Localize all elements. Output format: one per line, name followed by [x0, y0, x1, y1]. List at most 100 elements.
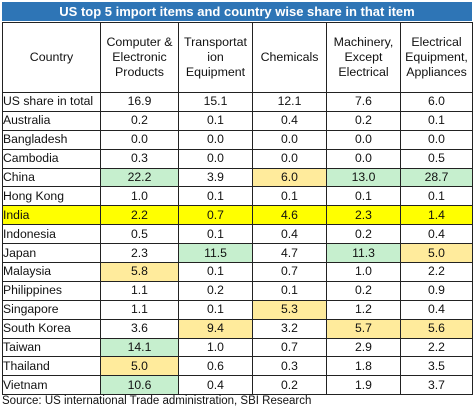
- value-cell: 0.4: [252, 110, 327, 131]
- value-cell: 11.5: [178, 243, 253, 264]
- country-cell: Thailand: [2, 356, 101, 377]
- value-cell: 0.2: [326, 224, 401, 245]
- value-cell: 1.1: [100, 280, 179, 301]
- value-cell: 0.2: [252, 375, 327, 396]
- value-cell: 3.7: [400, 375, 473, 396]
- header-row: Country Computer & Electronic Products Tran…: [2, 22, 473, 93]
- value-cell: 2.2: [400, 337, 473, 358]
- column-header-line: Electrical: [411, 35, 462, 49]
- value-cell: 6.0: [252, 167, 327, 188]
- table-row: Indonesia 0.5 0.1 0.4 0.2 0.4: [2, 224, 473, 245]
- value-cell: 1.4: [400, 205, 473, 226]
- table-row: Japan 2.3 11.5 4.7 11.3 5.0: [2, 243, 473, 264]
- value-cell: 1.1: [100, 299, 179, 320]
- value-cell: 1.0: [100, 186, 179, 207]
- country-cell: India: [2, 205, 101, 226]
- country-cell: Hong Kong: [2, 186, 101, 207]
- value-cell: 5.3: [252, 299, 327, 320]
- value-cell: 3.9: [178, 167, 253, 188]
- country-cell: Philippines: [2, 280, 101, 301]
- value-cell: 0.7: [178, 205, 253, 226]
- value-cell: 12.1: [252, 92, 327, 112]
- import-share-table: Country Computer & Electronic Products Tran…: [2, 22, 473, 396]
- value-cell: 0.4: [400, 299, 473, 320]
- value-cell: 0.2: [178, 280, 253, 301]
- value-cell: 1.8: [326, 356, 401, 377]
- value-cell: 28.7: [400, 167, 473, 188]
- value-cell: 5.0: [100, 356, 179, 377]
- value-cell: 14.1: [100, 337, 179, 358]
- table-row: Malaysia 5.8 0.1 0.7 1.0 2.2: [2, 262, 473, 282]
- table-row: Vietnam 10.6 0.4 0.2 1.9 3.7: [2, 375, 473, 396]
- country-cell: Malaysia: [2, 262, 101, 282]
- table-row: India 2.2 0.7 4.6 2.3 1.4: [2, 205, 473, 226]
- value-cell: 0.1: [178, 224, 253, 245]
- value-cell: 10.6: [100, 375, 179, 396]
- value-cell: 0.1: [178, 186, 253, 207]
- value-cell: 0.4: [400, 224, 473, 245]
- table-row: Cambodia 0.3 0.0 0.0 0.0 0.5: [2, 148, 473, 169]
- value-cell: 5.7: [326, 318, 401, 339]
- value-cell: 0.3: [100, 148, 179, 169]
- value-cell: 9.4: [178, 318, 253, 339]
- table-row: South Korea 3.6 9.4 3.2 5.7 5.6: [2, 318, 473, 339]
- value-cell: 0.1: [252, 186, 327, 207]
- column-header-line: Electrical: [338, 65, 389, 79]
- column-header-line: Equipment,: [405, 50, 468, 64]
- column-header: Computer & Electronic Products: [100, 22, 179, 93]
- value-cell: 5.6: [400, 318, 473, 339]
- column-header-line: Machinery,: [333, 35, 394, 49]
- column-header-line: Chemicals: [260, 50, 319, 64]
- column-header-country: Country: [2, 22, 101, 93]
- table-body: US share in total 16.9 15.1 12.1 7.6 6.0 Austr…: [2, 92, 473, 396]
- country-cell: Singapore: [2, 299, 101, 320]
- value-cell: 0.0: [178, 129, 253, 150]
- value-cell: 3.5: [400, 356, 473, 377]
- value-cell: 0.0: [252, 129, 327, 150]
- value-cell: 0.0: [400, 129, 473, 150]
- column-header-line: Products: [115, 65, 164, 79]
- value-cell: 0.0: [252, 148, 327, 169]
- value-cell: 2.3: [326, 205, 401, 226]
- value-cell: 2.3: [100, 243, 179, 264]
- value-cell: 16.9: [100, 92, 179, 112]
- value-cell: 0.0: [326, 148, 401, 169]
- value-cell: 7.6: [326, 92, 401, 112]
- column-header-line: Except: [344, 50, 383, 64]
- value-cell: 3.6: [100, 318, 179, 339]
- value-cell: 3.2: [252, 318, 327, 339]
- column-header-line: Transportat: [184, 35, 247, 49]
- column-header: Machinery, Except Electrical: [326, 22, 401, 93]
- value-cell: 0.5: [100, 224, 179, 245]
- value-cell: 22.2: [100, 167, 179, 188]
- value-cell: 0.2: [326, 280, 401, 301]
- value-cell: 15.1: [178, 92, 253, 112]
- country-cell: South Korea: [2, 318, 101, 339]
- country-cell: Indonesia: [2, 224, 101, 245]
- table-title: US top 5 import items and country wise s…: [2, 2, 472, 21]
- value-cell: 0.0: [178, 148, 253, 169]
- column-header: Chemicals: [252, 22, 327, 93]
- value-cell: 2.2: [100, 205, 179, 226]
- table-row: Australia 0.2 0.1 0.4 0.2 0.1: [2, 110, 473, 131]
- column-header-line: ion: [207, 50, 224, 64]
- column-header-line: Electronic: [112, 50, 167, 64]
- value-cell: 0.1: [178, 299, 253, 320]
- value-cell: 2.2: [400, 262, 473, 282]
- country-cell: China: [2, 167, 101, 188]
- table-row: Hong Kong 1.0 0.1 0.1 0.1 0.1: [2, 186, 473, 207]
- value-cell: 11.3: [326, 243, 401, 264]
- value-cell: 5.0: [400, 243, 473, 264]
- column-header-line: Equipment: [185, 65, 246, 79]
- value-cell: 0.2: [326, 110, 401, 131]
- value-cell: 0.1: [178, 110, 253, 131]
- table-row: Singapore 1.1 0.1 5.3 1.2 0.4: [2, 299, 473, 320]
- value-cell: 0.1: [400, 186, 473, 207]
- value-cell: 0.1: [400, 110, 473, 131]
- value-cell: 0.1: [178, 262, 253, 282]
- value-cell: 0.1: [252, 280, 327, 301]
- value-cell: 6.0: [400, 92, 473, 112]
- value-cell: 1.0: [326, 262, 401, 282]
- value-cell: 1.9: [326, 375, 401, 396]
